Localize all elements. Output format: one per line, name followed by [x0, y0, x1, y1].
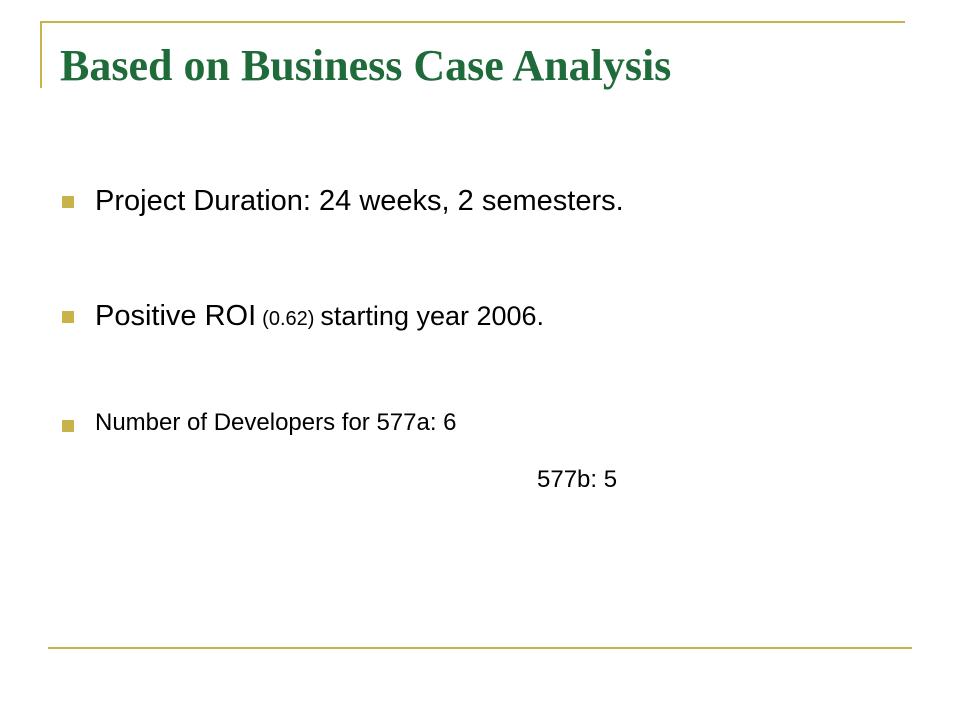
bullet-text: Project Duration: 24 weeks, 2 semesters.	[95, 185, 624, 218]
text: Project Duration: 24 weeks, 2 semesters.	[95, 185, 624, 217]
bottom-rule	[48, 647, 912, 649]
text: 577b: 5	[537, 466, 618, 493]
left-rule	[40, 21, 42, 88]
bullet-marker	[62, 196, 74, 208]
slide-title: Based on Business Case Analysis	[60, 41, 672, 90]
text: Number of Developers for 577a: 6	[95, 409, 457, 436]
text: Positive ROI	[95, 300, 257, 332]
bullet-text: Positive ROI (0.62) starting year 2006.	[95, 300, 544, 333]
text: starting year 2006.	[320, 301, 545, 331]
top-rule	[40, 21, 905, 23]
bullet-text: Number of Developers for 577a: 6	[95, 409, 457, 437]
bullet-marker	[62, 420, 74, 432]
bullet-text: 577b: 5	[537, 466, 617, 494]
text: (0.62)	[262, 308, 315, 330]
bullet-marker	[62, 311, 74, 323]
